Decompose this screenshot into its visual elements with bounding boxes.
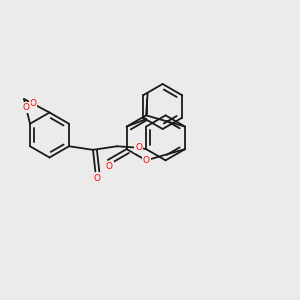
- Text: O: O: [135, 143, 142, 152]
- Text: O: O: [29, 99, 36, 108]
- Text: O: O: [142, 156, 150, 165]
- Text: O: O: [94, 174, 101, 183]
- Text: O: O: [106, 162, 113, 171]
- Text: O: O: [22, 103, 30, 112]
